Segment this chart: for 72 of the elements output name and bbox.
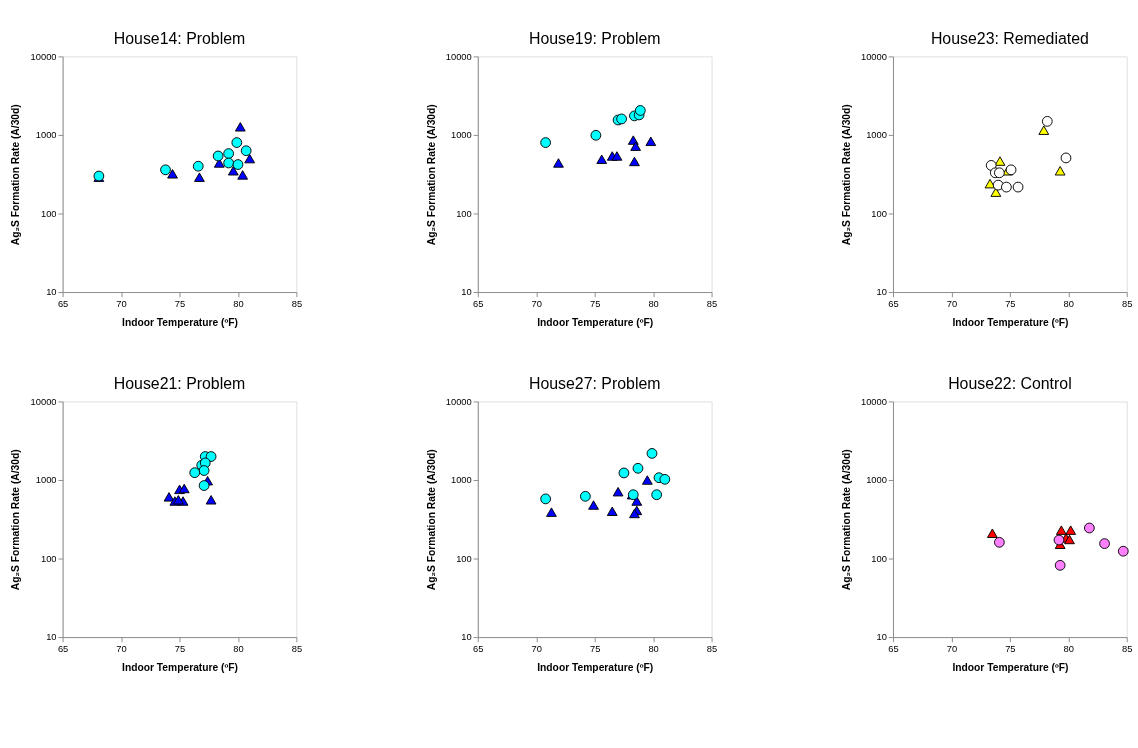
y-tick-label: 1000 xyxy=(450,475,472,486)
chart-title: House19: Problem xyxy=(528,30,661,48)
y-tick-label: 100 xyxy=(40,553,57,564)
x-tick-label: 70 xyxy=(116,643,127,654)
x-tick-label: 75 xyxy=(1005,298,1016,309)
x-tick-label: 85 xyxy=(1122,643,1133,654)
x-axis-title: Indoor Temperature (ºF) xyxy=(952,662,1069,674)
chart-title: House27: Problem xyxy=(528,375,661,393)
y-tick-label: 10000 xyxy=(30,396,57,407)
y-axis-title: Ag₂S Formation Rate (A/30d) xyxy=(840,104,852,246)
y-tick-label: 100 xyxy=(871,553,887,564)
x-tick-label: 65 xyxy=(57,643,69,654)
x-axis-title: Indoor Temperature (ºF) xyxy=(952,317,1069,329)
y-tick-label: 1000 xyxy=(450,130,472,141)
y-tick-label: 100 xyxy=(40,208,57,219)
x-tick-label: 80 xyxy=(233,643,244,654)
y-tick-label: 10000 xyxy=(860,51,887,62)
y-tick-label: 10 xyxy=(461,632,472,643)
x-tick-label: 65 xyxy=(473,298,484,309)
y-tick-label: 10 xyxy=(876,632,887,643)
x-tick-label: 80 xyxy=(1063,298,1075,309)
y-tick-label: 100 xyxy=(456,208,472,219)
y-tick-label: 10000 xyxy=(30,51,57,62)
x-tick-label: 85 xyxy=(291,298,303,309)
y-axis-title: Ag₂S Formation Rate (A/30d) xyxy=(840,449,852,591)
y-tick-label: 100 xyxy=(456,553,472,564)
x-tick-label: 80 xyxy=(648,298,659,309)
y-axis-title: Ag₂S Formation Rate (A/30d) xyxy=(425,104,437,246)
x-tick-label: 70 xyxy=(946,643,958,654)
y-tick-label: 1000 xyxy=(866,475,887,486)
y-tick-label: 10 xyxy=(46,287,57,298)
y-tick-label: 10000 xyxy=(860,396,887,407)
x-tick-label: 85 xyxy=(1122,298,1133,309)
x-tick-label: 65 xyxy=(57,298,69,309)
x-tick-label: 80 xyxy=(1063,643,1075,654)
y-tick-label: 10 xyxy=(876,287,887,298)
chart-title: House21: Problem xyxy=(113,375,246,393)
chart-title: House14: Problem xyxy=(113,30,246,48)
y-axis-title: Ag₂S Formation Rate (A/30d) xyxy=(10,449,22,591)
x-tick-label: 75 xyxy=(1005,643,1016,654)
x-tick-label: 85 xyxy=(706,643,718,654)
y-tick-label: 10000 xyxy=(445,396,472,407)
x-tick-label: 85 xyxy=(706,298,718,309)
y-tick-label: 10 xyxy=(46,632,57,643)
x-tick-label: 65 xyxy=(888,298,899,309)
x-axis-title: Indoor Temperature (ºF) xyxy=(537,662,654,674)
x-tick-label: 75 xyxy=(174,298,186,309)
x-axis-title: Indoor Temperature (ºF) xyxy=(122,662,238,674)
y-tick-label: 10000 xyxy=(445,51,472,62)
x-tick-label: 80 xyxy=(648,643,659,654)
y-tick-label: 100 xyxy=(871,208,887,219)
x-tick-label: 70 xyxy=(946,298,958,309)
y-axis-title: Ag₂S Formation Rate (A/30d) xyxy=(425,449,437,591)
x-tick-label: 75 xyxy=(174,643,186,654)
x-axis-title: Indoor Temperature (ºF) xyxy=(122,317,238,329)
chart-title: House22: Control xyxy=(948,375,1072,393)
x-tick-label: 80 xyxy=(233,298,244,309)
y-tick-label: 10 xyxy=(461,287,472,298)
x-tick-label: 70 xyxy=(531,643,542,654)
y-tick-label: 1000 xyxy=(866,130,887,141)
y-axis-title: Ag₂S Formation Rate (A/30d) xyxy=(10,104,22,246)
x-tick-label: 70 xyxy=(531,298,542,309)
x-tick-label: 70 xyxy=(116,298,127,309)
x-tick-label: 65 xyxy=(473,643,484,654)
chart-title: House23: Remediated xyxy=(930,30,1089,48)
y-tick-label: 1000 xyxy=(35,130,57,141)
x-tick-label: 65 xyxy=(888,643,899,654)
x-tick-label: 85 xyxy=(291,643,303,654)
x-tick-label: 75 xyxy=(589,298,601,309)
x-tick-label: 75 xyxy=(589,643,601,654)
x-axis-title: Indoor Temperature (ºF) xyxy=(537,317,654,329)
y-tick-label: 1000 xyxy=(35,475,57,486)
